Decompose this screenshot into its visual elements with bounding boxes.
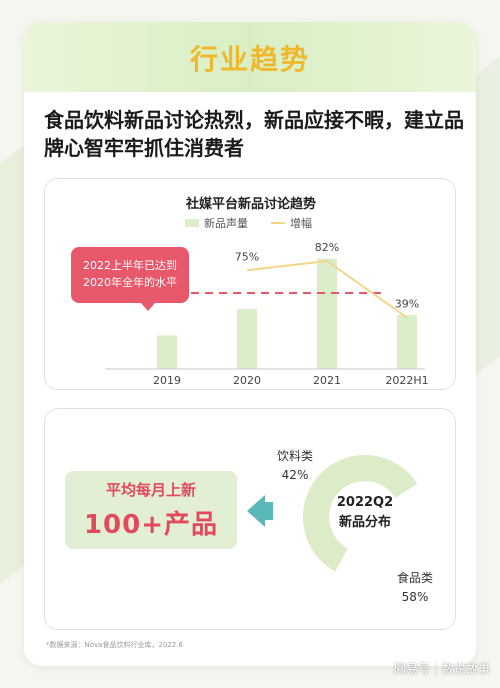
legend-swatch-bar xyxy=(185,219,199,227)
headline: 食品饮料新品讨论热烈，新品应接不暇，建立品牌心智牢牢抓住消费者 xyxy=(44,108,464,160)
growth-label-2021: 82% xyxy=(315,241,339,254)
title-banner: 行业趋势 xyxy=(24,22,476,92)
pie-label-beverage-pct: 42% xyxy=(281,468,309,482)
legend-swatch-line xyxy=(271,222,285,224)
trend-chart: 2019 2020 2021 2022H1 75% 82% 39% xyxy=(105,241,429,387)
pie-label-beverage: 饮料类 42% xyxy=(277,447,313,482)
growth-label-2020: 75% xyxy=(235,250,259,263)
watermark: 网易号｜数说故事 xyxy=(393,662,490,676)
chart-title: 社媒平台新品讨论趋势 xyxy=(185,197,316,212)
pie-label-food-pct: 58% xyxy=(401,590,429,604)
donut-center-line-1: 2022Q2 xyxy=(336,495,394,510)
distribution-panel: 平均每月上新 100+产品 2022Q2 新品分布 饮料类 42% 食品类 58… xyxy=(44,408,456,630)
arrow-stem xyxy=(263,502,273,520)
kpi-box: 平均每月上新 100+产品 xyxy=(65,471,237,549)
donut-center-line-2: 新品分布 xyxy=(338,515,391,530)
source-footnote: *数据来源：Nova食品饮料行业库，2022.6 xyxy=(46,641,183,649)
legend-item-line: 增幅 xyxy=(271,215,312,231)
pie-label-food: 食品类 58% xyxy=(397,569,433,604)
donut-chart xyxy=(302,454,418,572)
bar-2021 xyxy=(317,258,337,369)
bar-2019 xyxy=(157,335,177,369)
legend-item-bar: 新品声量 xyxy=(185,215,248,231)
growth-line xyxy=(246,259,408,319)
bar-2020 xyxy=(237,309,257,369)
legend-label-line: 增幅 xyxy=(290,217,312,230)
kpi-label: 平均每月上新 xyxy=(105,481,196,499)
trend-chart-panel: 社媒平台新品讨论趋势 新品声量 增幅 2019 2020 2021 2022H1 75%… xyxy=(44,178,456,390)
callout-line-2: 2020年全年的水平 xyxy=(83,276,177,289)
x-tick-label-2022H1: 2022H1 xyxy=(385,374,428,387)
x-tick-label-2021: 2021 xyxy=(313,374,341,387)
x-tick-label-2020: 2020 xyxy=(233,374,261,387)
legend-label-bar: 新品声量 xyxy=(204,217,248,230)
pie-label-beverage-name: 饮料类 xyxy=(277,449,314,463)
banner-title: 行业趋势 xyxy=(189,43,310,76)
x-tick-label-2019: 2019 xyxy=(153,374,181,387)
infographic-card: 行业趋势 食品饮料新品讨论热烈，新品应接不暇，建立品牌心智牢牢抓住消费者 社媒平… xyxy=(24,22,476,666)
arrow-left-icon xyxy=(247,495,265,527)
growth-label-2022H1: 39% xyxy=(395,298,419,311)
pie-label-food-name: 食品类 xyxy=(397,571,434,585)
bar-2022H1 xyxy=(397,315,417,369)
kpi-value: 100+产品 xyxy=(83,510,219,540)
callout-line-1: 2022上半年已达到 xyxy=(83,259,177,272)
donut-center-label: 2022Q2 新品分布 xyxy=(335,493,395,533)
donut-slice-food xyxy=(302,454,418,572)
annotation-callout: 2022上半年已达到 2020年全年的水平 xyxy=(71,247,189,311)
